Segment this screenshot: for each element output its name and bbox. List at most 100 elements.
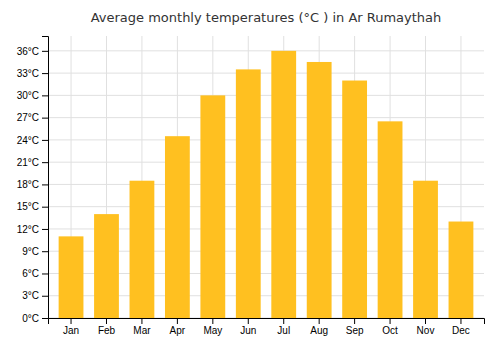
x-tick-label: Jun [240, 325, 256, 336]
y-tick: 3°C [22, 290, 48, 301]
bar [130, 181, 155, 318]
y-tick-label: 27°C [17, 112, 39, 123]
y-tick-mark [42, 251, 48, 252]
x-tick-mark [177, 318, 178, 324]
y-tick-mark [42, 95, 48, 96]
y-tick-label: 3°C [22, 290, 39, 301]
y-tick-label: 15°C [17, 201, 39, 212]
title: Average monthly temperatures (°C ) in Ar… [91, 10, 442, 25]
x-tick: Dec [452, 318, 470, 336]
x-axis-line [49, 319, 485, 325]
y-tick-mark [42, 229, 48, 230]
bar [307, 62, 332, 318]
x-tick: Aug [310, 318, 328, 336]
bar [200, 95, 225, 318]
x-tick-label: Aug [310, 325, 328, 336]
grid [48, 36, 484, 318]
y-tick-mark [42, 273, 48, 274]
bar [94, 214, 119, 318]
x-tick-mark [390, 318, 391, 324]
x-tick: Feb [98, 318, 116, 336]
y-grid-line [48, 162, 484, 163]
y-tick-mark [42, 162, 48, 163]
x-axis: Jan Feb Mar Apr May Jun Jul Aug Sep Oct Nov Dec [49, 318, 485, 336]
x-tick-label: Oct [382, 325, 398, 336]
y-tick-mark [42, 207, 48, 208]
x-tick: Nov [417, 318, 435, 336]
y-tick-label: 12°C [17, 224, 39, 235]
x-tick: Jun [240, 318, 256, 336]
y-tick: 30°C [17, 90, 48, 101]
x-tick-mark [283, 318, 284, 324]
x-tick-label: Nov [417, 325, 435, 336]
x-tick-mark [106, 318, 107, 324]
bar [449, 222, 474, 318]
x-tick-mark [71, 318, 72, 324]
x-tick: Oct [382, 318, 398, 336]
x-tick-label: Feb [98, 325, 116, 336]
bar [165, 136, 190, 318]
bar [271, 51, 296, 318]
bars [59, 51, 474, 318]
y-grid-line [48, 73, 484, 74]
y-tick: 33°C [17, 68, 48, 79]
bar [378, 121, 403, 318]
x-tick-mark [425, 318, 426, 324]
y-tick: 15°C [17, 201, 48, 212]
bar [236, 69, 261, 318]
x-tick-label: Jan [63, 325, 79, 336]
y-tick-mark [42, 118, 48, 119]
x-tick-mark [212, 318, 213, 324]
y-tick: 0°C [22, 313, 48, 324]
x-tick-mark [319, 318, 320, 324]
x-tick-label: Mar [133, 325, 151, 336]
x-tick-label: Apr [170, 325, 186, 336]
y-tick-label: 6°C [22, 268, 39, 279]
x-tick-label: Sep [346, 325, 364, 336]
y-tick: 18°C [17, 179, 48, 190]
x-tick-label: Dec [452, 325, 470, 336]
y-tick-label: 33°C [17, 68, 39, 79]
bar [342, 81, 367, 318]
y-tick-mark [42, 140, 48, 141]
x-tick: Jul [277, 318, 290, 336]
y-tick-mark [42, 296, 48, 297]
y-tick-label: 9°C [22, 246, 39, 257]
x-tick: Jan [63, 318, 79, 336]
x-tick: Mar [133, 318, 151, 336]
y-grid-line [48, 117, 484, 118]
y-tick-label: 18°C [17, 179, 39, 190]
y-tick: 36°C [17, 46, 48, 57]
y-tick: 6°C [22, 268, 48, 279]
y-tick-label: 30°C [17, 90, 39, 101]
x-tick: May [203, 318, 222, 336]
x-tick-mark [460, 318, 461, 324]
x-tick: Sep [346, 318, 364, 336]
y-tick-mark [42, 73, 48, 74]
y-tick: 12°C [17, 224, 48, 235]
y-tick-mark [42, 318, 48, 319]
y-tick: 9°C [22, 246, 48, 257]
x-tick-label: Jul [277, 325, 290, 336]
x-tick-mark [141, 318, 142, 324]
plot: 0°C 3°C 6°C 9°C 12°C 15°C 18°C 21°C 24°C 27°C 30°C… [17, 36, 485, 336]
y-tick: 27°C [17, 112, 48, 123]
y-tick-mark [42, 51, 48, 52]
y-tick-label: 36°C [17, 46, 39, 57]
y-grid-line [48, 95, 484, 96]
bar [413, 181, 438, 318]
y-grid-line [48, 139, 484, 140]
y-tick-label: 21°C [17, 157, 39, 168]
y-axis: 0°C 3°C 6°C 9°C 12°C 15°C 18°C 21°C 24°C 27°C 30°C… [17, 37, 49, 324]
x-tick-mark [248, 318, 249, 324]
chart: 0°C 3°C 6°C 9°C 12°C 15°C 18°C 21°C 24°C 27°C 30°C… [0, 0, 500, 350]
x-tick: Apr [170, 318, 186, 336]
y-tick-label: 0°C [22, 313, 39, 324]
bar [59, 236, 84, 318]
y-axis-line [42, 37, 49, 319]
x-tick-mark [354, 318, 355, 324]
y-tick: 21°C [17, 157, 48, 168]
y-tick: 24°C [17, 135, 48, 146]
y-tick-mark [42, 184, 48, 185]
y-tick-label: 24°C [17, 135, 39, 146]
